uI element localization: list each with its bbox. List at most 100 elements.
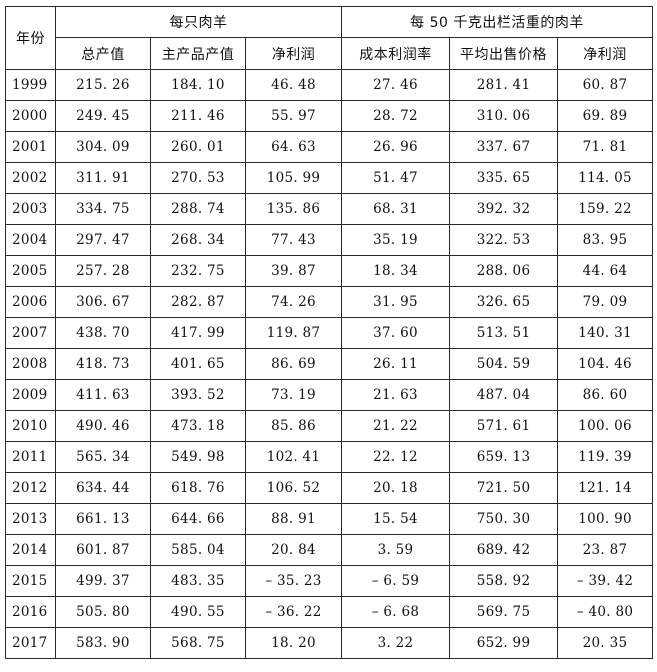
year-cell: 2017: [5, 627, 56, 659]
year-cell: 2008: [5, 348, 56, 380]
value-cell: 401. 65: [150, 348, 246, 380]
value-cell: 721. 50: [449, 472, 559, 504]
value-cell: 618. 76: [150, 472, 246, 504]
value-cell: 473. 18: [150, 410, 246, 442]
value-cell: 322. 53: [449, 224, 559, 256]
value-cell: 37. 60: [341, 317, 451, 349]
value-cell: 140. 31: [557, 317, 654, 349]
value-cell: 659. 13: [449, 441, 559, 473]
year-cell: 2011: [5, 441, 56, 473]
value-cell: 270. 53: [150, 162, 246, 194]
value-cell: 601. 87: [55, 534, 151, 566]
column-header-net-profit-per-50kg: 净利润: [557, 37, 654, 70]
year-cell: 2003: [5, 193, 56, 225]
value-cell: 83. 95: [557, 224, 654, 256]
value-cell: 411. 63: [55, 379, 151, 411]
value-cell: 73. 19: [244, 379, 343, 411]
value-cell: – 39. 42: [557, 565, 654, 597]
value-cell: 288. 06: [449, 255, 559, 287]
table-row: 2010 490. 46 473. 18 85. 86 21. 22 571. 61 100…: [5, 410, 654, 442]
value-cell: 86. 69: [244, 348, 343, 380]
value-cell: 568. 75: [150, 627, 246, 659]
table-row: 2004 297. 47 268. 34 77. 43 35. 19 322. 53 83.…: [5, 224, 654, 256]
value-cell: – 35. 23: [244, 565, 343, 597]
value-cell: 69. 89: [557, 100, 654, 132]
value-cell: – 40. 80: [557, 596, 654, 628]
value-cell: 20. 35: [557, 627, 654, 659]
value-cell: 121. 14: [557, 472, 654, 504]
value-cell: 60. 87: [557, 69, 654, 101]
value-cell: 297. 47: [55, 224, 151, 256]
value-cell: 20. 84: [244, 534, 343, 566]
table-row: 2007 438. 70 417. 99 119. 87 37. 60 513. 51 14…: [5, 317, 654, 349]
value-cell: 652. 99: [449, 627, 559, 659]
value-cell: 306. 67: [55, 286, 151, 318]
value-cell: 100. 06: [557, 410, 654, 442]
value-cell: – 36. 22: [244, 596, 343, 628]
value-cell: 393. 52: [150, 379, 246, 411]
value-cell: 28. 72: [341, 100, 451, 132]
table-row: 2012 634. 44 618. 76 106. 52 20. 18 721. 50 12…: [5, 472, 654, 504]
year-cell: 2010: [5, 410, 56, 442]
value-cell: 310. 06: [449, 100, 559, 132]
value-cell: – 6. 59: [341, 565, 451, 597]
value-cell: 74. 26: [244, 286, 343, 318]
table-row: 2011 565. 34 549. 98 102. 41 22. 12 659. 13 11…: [5, 441, 654, 473]
value-cell: 114. 05: [557, 162, 654, 194]
value-cell: 31. 95: [341, 286, 451, 318]
value-cell: 282. 87: [150, 286, 246, 318]
value-cell: 326. 65: [449, 286, 559, 318]
table-row: 2015 499. 37 483. 35– 35. 23– 6. 59 558. 92…: [5, 565, 654, 597]
value-cell: – 6. 68: [341, 596, 451, 628]
value-cell: 487. 04: [449, 379, 559, 411]
value-cell: 260. 01: [150, 131, 246, 163]
value-cell: 569. 75: [449, 596, 559, 628]
value-cell: 15. 54: [341, 503, 451, 535]
table-row: 2017 583. 90 568. 75 18. 20 3. 22 652. 99 20. …: [5, 627, 654, 659]
value-cell: 3. 59: [341, 534, 451, 566]
column-header-main-product-value: 主产品产值: [150, 37, 246, 70]
value-cell: 337. 67: [449, 131, 559, 163]
column-header-cost-profit-rate: 成本利润率: [341, 37, 451, 70]
value-cell: 22. 12: [341, 441, 451, 473]
value-cell: 211. 46: [150, 100, 246, 132]
data-table: 年份 每只肉羊 每 50 千克出栏活重的肉羊 总产值 主产品产值 净利润 成本利…: [5, 6, 654, 659]
year-cell: 2016: [5, 596, 56, 628]
value-cell: 392. 32: [449, 193, 559, 225]
value-cell: 490. 46: [55, 410, 151, 442]
year-cell: 2007: [5, 317, 56, 349]
table-row: 2009 411. 63 393. 52 73. 19 21. 63 487. 04 86.…: [5, 379, 654, 411]
value-cell: 46. 48: [244, 69, 343, 101]
value-cell: 644. 66: [150, 503, 246, 535]
value-cell: 565. 34: [55, 441, 151, 473]
column-header-net-profit: 净利润: [244, 37, 343, 70]
value-cell: 750. 30: [449, 503, 559, 535]
value-cell: 418. 73: [55, 348, 151, 380]
table-container: 年份 每只肉羊 每 50 千克出栏活重的肉羊 总产值 主产品产值 净利润 成本利…: [5, 6, 654, 659]
table-row: 2000 249. 45 211. 46 55. 97 28. 72 310. 06 69.…: [5, 100, 654, 132]
value-cell: 18. 20: [244, 627, 343, 659]
value-cell: 159. 22: [557, 193, 654, 225]
value-cell: 504. 59: [449, 348, 559, 380]
value-cell: 558. 92: [449, 565, 559, 597]
value-cell: 86. 60: [557, 379, 654, 411]
value-cell: 311. 91: [55, 162, 151, 194]
year-cell: 2009: [5, 379, 56, 411]
value-cell: 661. 13: [55, 503, 151, 535]
value-cell: 106. 52: [244, 472, 343, 504]
value-cell: 104. 46: [557, 348, 654, 380]
value-cell: 335. 65: [449, 162, 559, 194]
value-cell: 232. 75: [150, 255, 246, 287]
value-cell: 215. 26: [55, 69, 151, 101]
value-cell: 51. 47: [341, 162, 451, 194]
value-cell: 571. 61: [449, 410, 559, 442]
value-cell: 499. 37: [55, 565, 151, 597]
value-cell: 135. 86: [244, 193, 343, 225]
year-cell: 2006: [5, 286, 56, 318]
table-row: 2008 418. 73 401. 65 86. 69 26. 11 504. 59 104…: [5, 348, 654, 380]
column-header-average-sale-price: 平均出售价格: [449, 37, 559, 70]
value-cell: 71. 81: [557, 131, 654, 163]
value-cell: 505. 80: [55, 596, 151, 628]
value-cell: 35. 19: [341, 224, 451, 256]
value-cell: 304. 09: [55, 131, 151, 163]
